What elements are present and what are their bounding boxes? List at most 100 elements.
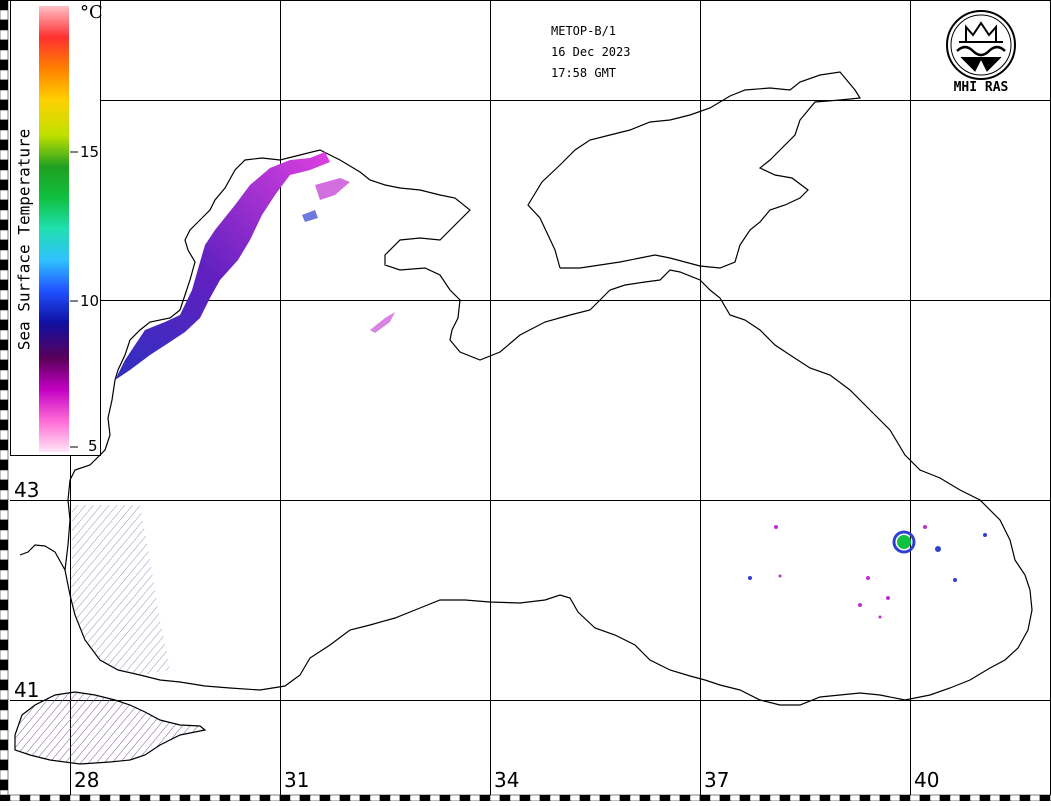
- scale-segment: [709, 794, 721, 802]
- scale-segment: [769, 794, 781, 802]
- scale-segment: [0, 569, 9, 581]
- scale-segment: [999, 794, 1011, 802]
- legend-ticks: [70, 151, 78, 448]
- scale-segment: [219, 794, 231, 802]
- legend-tick-10: 10: [80, 292, 100, 310]
- scale-segment: [399, 794, 411, 802]
- scale-segment: [0, 399, 9, 411]
- scale-segment: [0, 779, 9, 791]
- scale-segment: [329, 794, 341, 802]
- scale-segment: [0, 289, 9, 301]
- scale-segment: [0, 449, 9, 461]
- scale-segment: [0, 409, 9, 421]
- scale-segment: [229, 794, 241, 802]
- scale-segment: [0, 169, 9, 181]
- satellite-name: METOP-B/1: [551, 24, 617, 38]
- scale-segment: [809, 794, 821, 802]
- scale-segment: [0, 9, 9, 21]
- scale-segment: [659, 794, 671, 802]
- scale-segment: [0, 319, 9, 331]
- lon-label-28: 28: [74, 768, 100, 792]
- legend-title: Sea Surface Temperature: [14, 128, 34, 351]
- scale-segment: [0, 499, 9, 511]
- scale-segment: [409, 794, 421, 802]
- scale-segment: [0, 529, 9, 541]
- scale-segment: [289, 794, 301, 802]
- scale-segment: [529, 794, 541, 802]
- legend-colorbar: [39, 6, 69, 452]
- scale-segment: [739, 794, 751, 802]
- scale-segment: [949, 794, 961, 802]
- scale-segment: [0, 794, 11, 802]
- scale-segment: [449, 794, 461, 802]
- scale-segment: [0, 59, 9, 71]
- scale-segment: [889, 794, 901, 802]
- scale-segment: [839, 794, 851, 802]
- scale-segment: [39, 794, 51, 802]
- scale-segment: [349, 794, 361, 802]
- scale-segment: [589, 794, 601, 802]
- scale-segment: [199, 794, 211, 802]
- scale-segment: [59, 794, 71, 802]
- graticule: [10, 0, 1051, 795]
- scale-segment: [559, 794, 571, 802]
- scale-segment: [0, 379, 9, 391]
- scale-segment: [0, 469, 9, 481]
- scale-segment: [309, 794, 321, 802]
- legend-tick-5: 5: [88, 437, 98, 455]
- scale-segment: [629, 794, 641, 802]
- scale-segment: [819, 794, 831, 802]
- sst-patch-small: [302, 210, 318, 222]
- scale-segment: [0, 139, 9, 151]
- sst-patches-east: [748, 525, 987, 619]
- scale-segment: [0, 699, 9, 711]
- scale-segment: [0, 279, 9, 291]
- scale-segment: [0, 219, 9, 231]
- scale-segment: [0, 739, 9, 751]
- header-info: METOP-B/1 16 Dec 2023 17:58 GMT: [551, 21, 630, 84]
- scale-segment: [869, 794, 881, 802]
- lon-label-34: 34: [494, 768, 520, 792]
- scale-segment: [29, 794, 41, 802]
- scale-segment: [0, 39, 9, 51]
- acquisition-time: 17:58 GMT: [551, 66, 617, 80]
- scale-segment: [0, 639, 9, 651]
- lon-label-40: 40: [914, 768, 940, 792]
- scale-segment: [0, 729, 9, 741]
- sst-patch-odessa: [315, 178, 350, 200]
- scale-segment: [0, 589, 9, 601]
- scale-segment: [209, 794, 221, 802]
- scale-segment: [0, 109, 9, 121]
- scale-segment: [849, 794, 861, 802]
- coastline-main: [19, 149, 1033, 706]
- scale-segment: [0, 249, 9, 261]
- scale-segment: [459, 794, 471, 802]
- scale-segment: [99, 794, 111, 802]
- scale-segment: [969, 794, 981, 802]
- legend-tick-15: 15: [80, 143, 100, 161]
- scale-segment: [909, 794, 921, 802]
- scale-segment: [0, 759, 9, 771]
- scale-segment: [1029, 794, 1041, 802]
- scale-segment: [139, 794, 151, 802]
- scale-segment: [729, 794, 741, 802]
- sst-patch-offshore: [370, 312, 395, 333]
- scale-segment: [0, 339, 9, 351]
- scale-segment: [299, 794, 311, 802]
- scale-segment: [0, 429, 9, 441]
- scale-segment: [0, 79, 9, 91]
- scale-segment: [389, 794, 401, 802]
- scale-segment: [0, 119, 9, 131]
- scale-segment: [699, 794, 711, 802]
- scale-segment: [0, 29, 9, 41]
- scale-segment: [789, 794, 801, 802]
- scale-segment: [0, 679, 9, 691]
- scale-segment: [669, 794, 681, 802]
- scale-segment: [0, 769, 9, 781]
- scale-segment: [0, 129, 9, 141]
- scale-segment: [0, 299, 9, 311]
- scale-segment: [499, 794, 511, 802]
- scale-segment: [479, 794, 491, 802]
- scale-segment: [879, 794, 891, 802]
- scale-segment: [419, 794, 431, 802]
